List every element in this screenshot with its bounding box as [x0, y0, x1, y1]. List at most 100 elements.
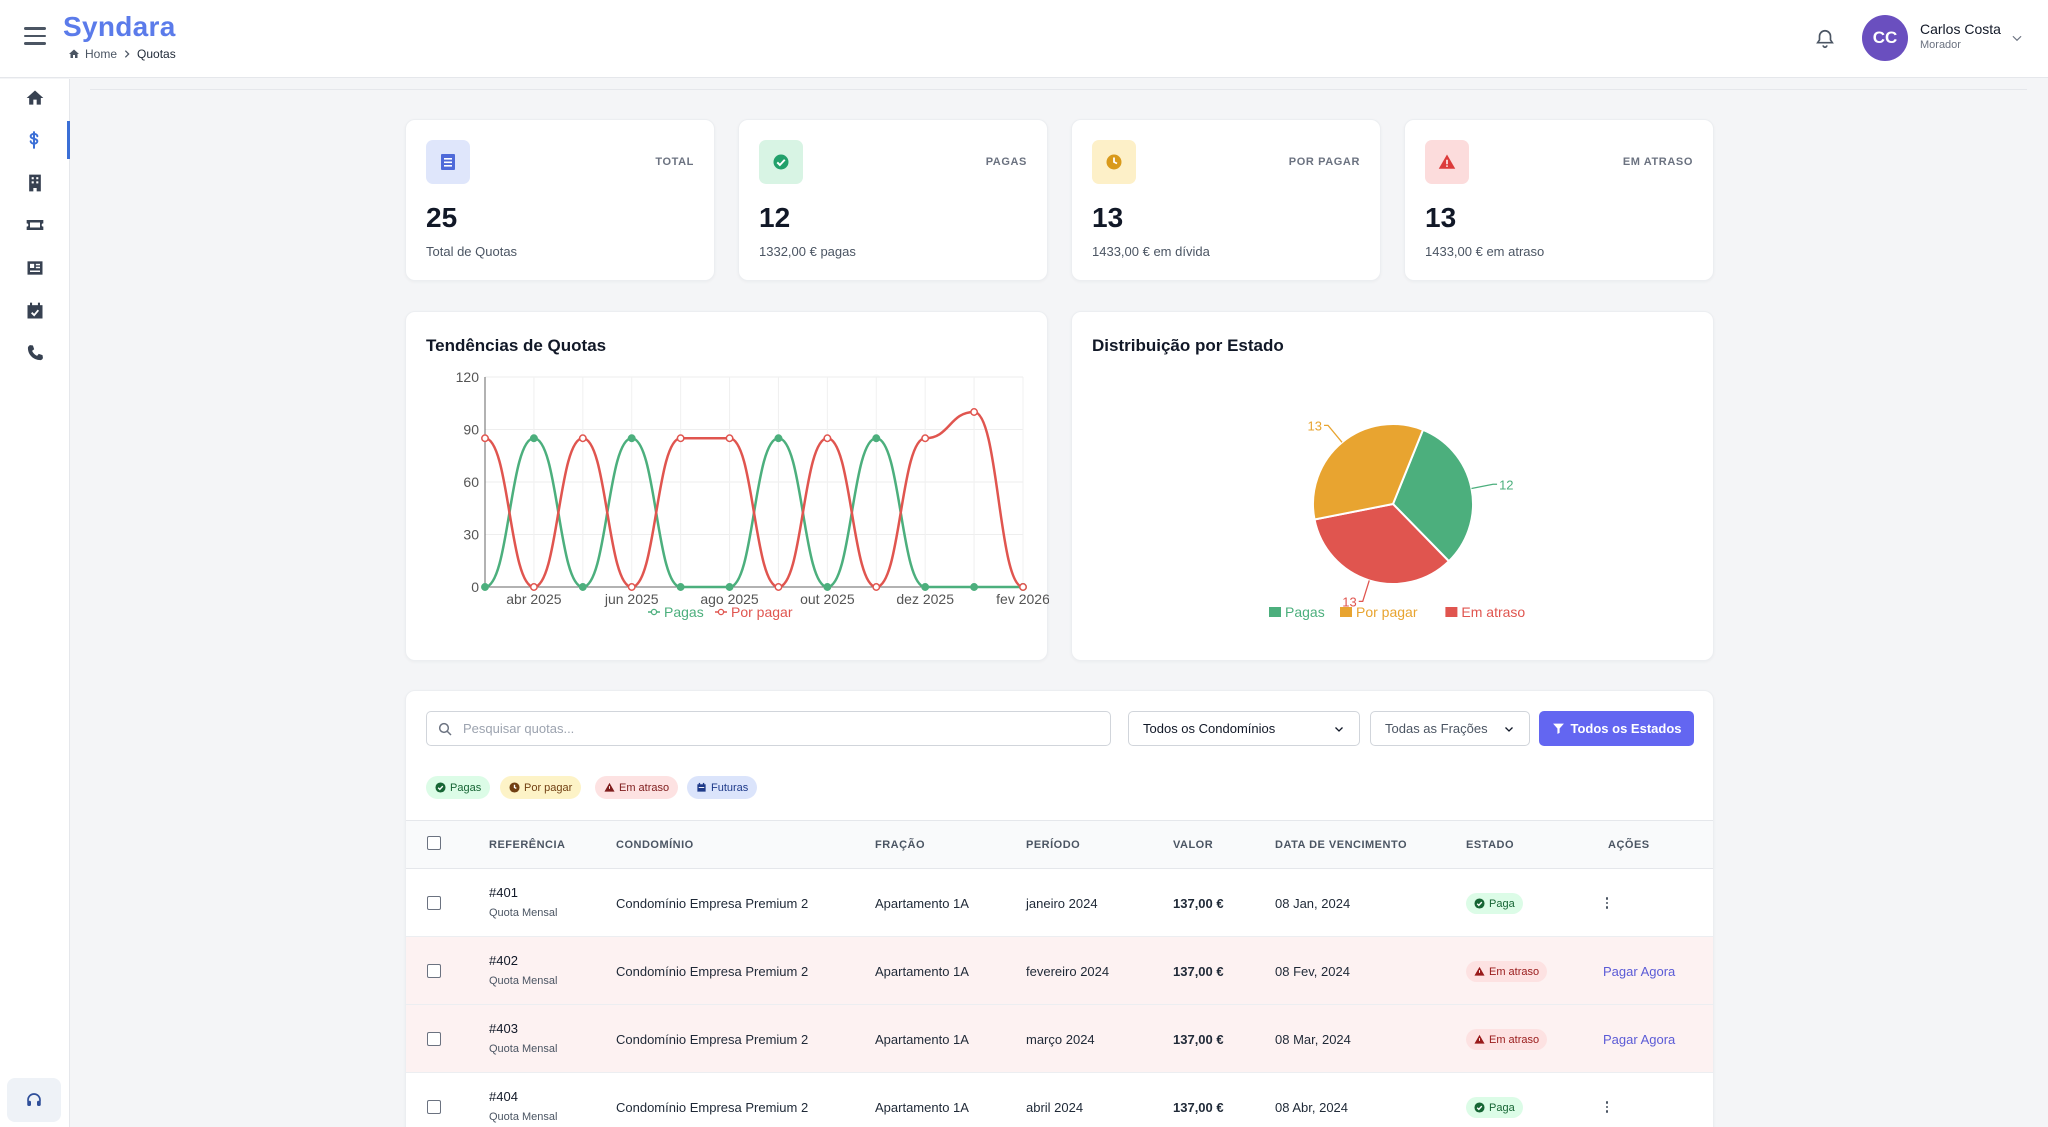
row-checkbox[interactable]	[427, 1100, 441, 1114]
table-row[interactable]: #402 Quota Mensal Condomínio Empresa Pre…	[406, 937, 1713, 1005]
row-valor: 137,00 €	[1173, 1032, 1224, 1047]
trend-chart-card: Tendências de Quotas 0 30 60 90 120 abr 2025 j…	[405, 311, 1049, 661]
warning-icon	[1474, 966, 1485, 976]
fracao-select[interactable]: Todas as Frações	[1370, 711, 1530, 746]
table-row[interactable]: #401 Quota Mensal Condomínio Empresa Pre…	[406, 869, 1713, 937]
row-type: Quota Mensal	[489, 1111, 558, 1123]
row-vencimento: 08 Abr, 2024	[1275, 1100, 1349, 1115]
stat-value: 13	[1092, 202, 1124, 233]
stat-description: 1332,00 € pagas	[759, 244, 856, 259]
brand-logo[interactable]: Syndara	[63, 11, 176, 42]
warning-icon	[604, 782, 615, 792]
column-header[interactable]: DATA DE VENCIMENTO	[1275, 839, 1408, 851]
pay-now-link[interactable]: Pagar Agora	[1603, 1032, 1676, 1047]
column-header[interactable]: CONDOMÍNIO	[616, 839, 694, 851]
row-periodo: março 2024	[1026, 1032, 1095, 1047]
row-vencimento: 08 Jan, 2024	[1275, 896, 1351, 911]
row-checkbox[interactable]	[427, 896, 441, 910]
breadcrumb-home[interactable]: Home	[85, 47, 118, 61]
pie-label-leader	[1358, 580, 1370, 603]
check-circle-icon	[1474, 1102, 1485, 1113]
table-row[interactable]: #404 Quota Mensal Condomínio Empresa Pre…	[406, 1073, 1713, 1127]
chart-title: Distribuição por Estado	[1092, 336, 1284, 355]
more-options-icon[interactable]	[1603, 1098, 1611, 1116]
estado-filter-label: Todos os Estados	[1570, 721, 1682, 736]
row-fracao: Apartamento 1A	[875, 1032, 969, 1047]
warning-icon	[1425, 140, 1469, 184]
pill-em-atraso[interactable]: Em atraso	[595, 776, 679, 799]
sidebar-item-news[interactable]	[0, 249, 70, 287]
status-badge: Em atraso	[1466, 1029, 1548, 1050]
sidebar-item-quotas[interactable]	[0, 121, 70, 159]
legend-label: Em atraso	[1461, 604, 1525, 620]
stat-description: 1433,00 € em atraso	[1425, 244, 1545, 259]
data-point	[481, 583, 489, 591]
data-point	[676, 583, 685, 591]
user-name[interactable]: Carlos Costa	[1920, 21, 2001, 37]
row-reference: #404	[489, 1089, 518, 1104]
pill-futuras[interactable]: Futuras	[687, 776, 758, 799]
data-point	[823, 583, 832, 591]
legend-label: Por pagar	[1356, 604, 1418, 620]
pill-pagas[interactable]: Pagas	[426, 776, 491, 799]
data-point	[921, 583, 930, 591]
column-header[interactable]: REFERÊNCIA	[489, 839, 566, 851]
sidebar-item-calendar[interactable]	[0, 292, 70, 330]
quotas-table-card: Todos os Condomínios Todas as Frações To…	[405, 690, 1714, 1127]
legend-label: Pagas	[1285, 604, 1325, 620]
dollar-icon	[29, 131, 38, 149]
table-row[interactable]: #403 Quota Mensal Condomínio Empresa Pre…	[406, 1005, 1713, 1073]
legend-swatch	[1340, 607, 1352, 617]
row-periodo: abril 2024	[1026, 1100, 1084, 1115]
chevron-down-icon[interactable]	[2010, 31, 2024, 45]
pay-now-link[interactable]: Pagar Agora	[1603, 964, 1676, 979]
row-type: Quota Mensal	[489, 975, 558, 987]
bell-icon[interactable]	[1814, 28, 1836, 50]
data-point	[970, 583, 979, 591]
home-icon	[69, 49, 79, 58]
stat-value: 12	[759, 202, 791, 233]
stat-label: PAGAS	[985, 156, 1027, 168]
row-checkbox[interactable]	[427, 1032, 441, 1046]
stat-card-por-pagar: POR PAGAR 13 1433,00 € em dívida	[1071, 119, 1381, 281]
y-tick-label: 90	[463, 422, 479, 438]
column-header[interactable]: VALOR	[1173, 839, 1214, 851]
estado-filter-button[interactable]: Todos os Estados	[1539, 711, 1694, 746]
column-header: ESTADO	[1466, 839, 1515, 851]
sidebar-item-home[interactable]	[0, 79, 70, 117]
pill-por-pagar[interactable]: Por pagar	[500, 776, 582, 799]
sidebar-item-contacts[interactable]	[0, 334, 70, 372]
menu-icon[interactable]	[24, 27, 46, 49]
row-vencimento: 08 Fev, 2024	[1275, 964, 1350, 979]
select-all-checkbox[interactable]	[427, 836, 441, 850]
sidebar-item-tickets[interactable]	[0, 206, 70, 244]
pie-label: 13	[1308, 418, 1322, 433]
data-point	[970, 408, 979, 416]
series-line-por-pagar	[484, 410, 1024, 589]
calendar-icon	[697, 782, 706, 792]
y-tick-label: 0	[471, 579, 479, 595]
warning-icon	[1474, 1034, 1485, 1044]
pie-label-leader	[1324, 424, 1343, 443]
stat-label: TOTAL	[655, 156, 694, 168]
more-options-icon[interactable]	[1603, 894, 1611, 912]
line-chart: 0 30 60 90 120 abr 2025 jun 2025 ago 2025 out 20…	[456, 369, 1049, 620]
column-header[interactable]: FRAÇÃO	[875, 839, 926, 851]
support-button[interactable]	[7, 1078, 61, 1122]
search-input[interactable]	[463, 712, 1103, 745]
stat-card-em-atraso: EM ATRASO 13 1433,00 € em atraso	[1404, 119, 1714, 281]
building-icon	[29, 174, 41, 192]
x-tick-label: out 2025	[800, 591, 855, 607]
home-icon	[26, 90, 44, 105]
row-condominio: Condomínio Empresa Premium 2	[616, 1100, 809, 1115]
data-point	[823, 434, 832, 443]
data-point	[1019, 583, 1027, 591]
avatar[interactable]: CC	[1862, 15, 1908, 61]
series-line-pagas	[484, 436, 1023, 589]
row-checkbox[interactable]	[427, 964, 441, 978]
sidebar-item-building[interactable]	[0, 164, 70, 202]
column-header[interactable]: PERÍODO	[1026, 839, 1081, 851]
condominio-select[interactable]: Todos os Condomínios	[1128, 711, 1360, 746]
data-point	[725, 583, 734, 591]
data-point	[627, 583, 636, 591]
